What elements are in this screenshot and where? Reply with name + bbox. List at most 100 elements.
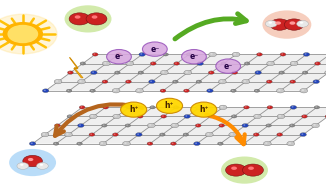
Circle shape (269, 22, 272, 24)
Circle shape (279, 71, 284, 74)
Circle shape (270, 19, 289, 30)
Polygon shape (33, 107, 326, 144)
Circle shape (147, 123, 155, 128)
Circle shape (37, 163, 48, 169)
Circle shape (159, 133, 165, 136)
Circle shape (54, 79, 62, 84)
Polygon shape (69, 58, 83, 78)
Text: h⁺: h⁺ (165, 101, 174, 110)
Circle shape (316, 63, 318, 64)
Circle shape (255, 134, 256, 135)
Circle shape (138, 71, 143, 74)
Circle shape (140, 53, 142, 55)
Circle shape (107, 50, 131, 64)
FancyArrowPatch shape (175, 14, 246, 39)
Circle shape (172, 143, 173, 144)
Circle shape (244, 106, 249, 109)
Circle shape (209, 115, 211, 116)
Circle shape (221, 156, 268, 184)
Circle shape (191, 102, 217, 117)
Circle shape (313, 80, 319, 84)
Circle shape (255, 90, 257, 91)
Circle shape (127, 81, 128, 82)
Circle shape (277, 133, 283, 136)
Circle shape (313, 124, 316, 126)
Circle shape (20, 164, 23, 166)
Circle shape (232, 52, 240, 57)
Circle shape (161, 134, 162, 135)
Circle shape (230, 133, 233, 135)
Circle shape (116, 53, 122, 56)
Circle shape (160, 70, 168, 75)
Circle shape (136, 133, 142, 136)
Circle shape (197, 62, 203, 65)
Circle shape (232, 115, 234, 116)
Circle shape (94, 53, 95, 54)
Circle shape (245, 63, 247, 64)
Circle shape (233, 72, 235, 73)
Circle shape (291, 106, 293, 107)
Circle shape (114, 134, 115, 135)
Circle shape (254, 114, 261, 119)
Circle shape (292, 62, 294, 64)
Circle shape (242, 79, 250, 84)
Circle shape (164, 53, 166, 54)
Circle shape (301, 133, 303, 135)
Circle shape (186, 53, 192, 56)
Circle shape (78, 143, 80, 144)
Circle shape (17, 163, 29, 169)
Circle shape (267, 106, 273, 109)
Circle shape (196, 105, 203, 110)
Circle shape (92, 53, 98, 56)
Circle shape (148, 143, 150, 144)
Circle shape (172, 124, 175, 126)
Circle shape (173, 80, 178, 83)
Circle shape (114, 89, 116, 91)
Circle shape (43, 133, 45, 135)
Circle shape (187, 53, 189, 54)
Circle shape (325, 115, 326, 118)
Circle shape (289, 21, 295, 25)
Circle shape (184, 70, 192, 75)
Circle shape (53, 142, 59, 145)
Circle shape (67, 115, 72, 118)
Circle shape (116, 72, 117, 73)
Circle shape (219, 124, 225, 127)
Circle shape (66, 133, 69, 135)
Circle shape (220, 80, 223, 82)
Circle shape (125, 124, 130, 127)
Circle shape (90, 89, 96, 92)
Circle shape (207, 133, 210, 135)
Circle shape (0, 14, 57, 54)
Circle shape (102, 61, 110, 66)
Circle shape (303, 115, 304, 116)
Circle shape (217, 142, 223, 145)
Circle shape (174, 62, 180, 65)
Circle shape (112, 133, 118, 136)
Circle shape (54, 124, 60, 127)
Circle shape (77, 142, 82, 145)
Circle shape (79, 125, 81, 126)
Circle shape (297, 20, 308, 27)
Circle shape (290, 105, 297, 109)
Circle shape (244, 80, 246, 82)
Circle shape (101, 124, 107, 127)
Circle shape (79, 106, 85, 109)
Circle shape (170, 142, 176, 145)
Text: h⁺: h⁺ (129, 105, 139, 114)
Circle shape (265, 20, 277, 27)
Circle shape (174, 106, 176, 107)
Circle shape (291, 81, 293, 82)
Circle shape (209, 52, 216, 57)
Circle shape (210, 72, 211, 73)
Circle shape (254, 89, 259, 92)
Circle shape (300, 133, 306, 136)
Circle shape (194, 142, 200, 146)
Circle shape (161, 90, 163, 91)
Circle shape (54, 143, 56, 144)
Circle shape (184, 89, 189, 92)
Circle shape (302, 71, 308, 74)
Circle shape (65, 5, 111, 33)
Circle shape (315, 62, 320, 65)
Polygon shape (46, 54, 326, 91)
